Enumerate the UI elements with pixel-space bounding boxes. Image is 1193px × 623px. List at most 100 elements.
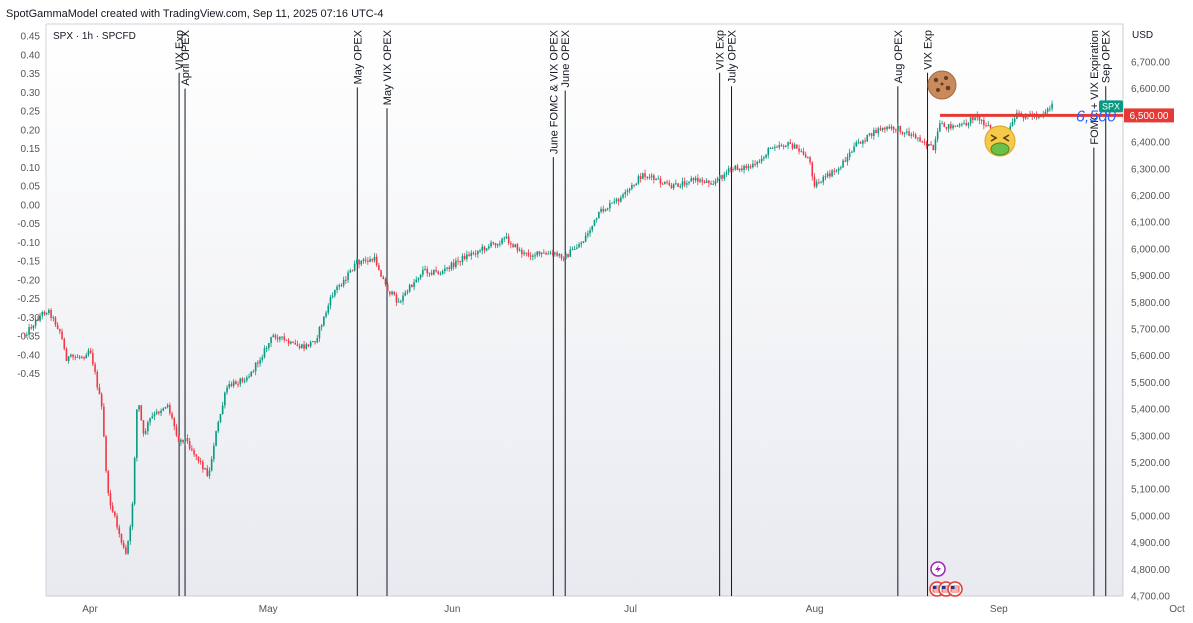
candle-body (171, 413, 173, 419)
candle-body (972, 117, 974, 120)
candle-body (701, 179, 704, 182)
candle-body (690, 178, 693, 182)
candle-body (833, 170, 836, 172)
candle-body (947, 124, 950, 129)
left-tick-label: -0.10 (17, 238, 40, 249)
candle-body (105, 436, 107, 472)
candle-body (510, 243, 512, 245)
candle-body (804, 154, 807, 158)
candle-body (512, 244, 514, 248)
candle-body (455, 260, 457, 267)
candle-body (413, 282, 415, 287)
candle-body (754, 163, 756, 165)
candle-body (182, 439, 184, 443)
candle-body (842, 160, 844, 168)
candle-body (888, 126, 891, 129)
event-label: June FOMC & VIX OPEX (548, 29, 560, 154)
candle-body (210, 459, 213, 471)
candle-body (287, 340, 290, 344)
candle-body (415, 279, 418, 283)
candle-body (648, 177, 651, 179)
candle-body (626, 190, 629, 192)
candle-body (604, 209, 607, 212)
candle-body (1009, 126, 1012, 133)
candle-body (734, 165, 737, 170)
candle-body (408, 284, 411, 292)
candle-body (142, 420, 145, 434)
left-tick-label: -0.20 (17, 275, 40, 286)
candle-body (851, 151, 853, 153)
candle-body (901, 132, 904, 134)
candle-body (668, 182, 671, 186)
candle-body (789, 142, 792, 145)
candle-body (338, 285, 341, 287)
candle-body (274, 335, 277, 338)
candle-body (193, 450, 195, 455)
event-label: May OPEX (352, 29, 364, 84)
candle-body (741, 168, 743, 171)
plot-background (46, 24, 1123, 596)
candle-body (435, 269, 437, 272)
candle-body (978, 115, 981, 121)
candle-body (719, 175, 721, 179)
candle-body (595, 218, 598, 220)
lightning-event-icon[interactable] (930, 561, 946, 577)
candle-body (897, 125, 899, 131)
candle-body (818, 182, 820, 184)
candle-body (747, 166, 750, 169)
time-tick-label: Sep (990, 604, 1008, 615)
us-flag-event-icon[interactable] (947, 581, 963, 597)
candle-body (34, 319, 37, 326)
candle-body (433, 269, 435, 275)
candle-body (294, 342, 297, 345)
candle-body (199, 461, 202, 463)
event-label: July OPEX (727, 29, 739, 83)
candle-body (320, 325, 323, 327)
candle-body (853, 146, 855, 152)
candle-body (298, 346, 301, 348)
right-tick-label: 5,300.00 (1131, 431, 1170, 442)
candle-body (72, 354, 74, 357)
event-label: Sep OPEX (1101, 29, 1113, 83)
candle-body (835, 170, 838, 172)
event-label: April OPEX (180, 29, 192, 85)
candle-body (263, 348, 266, 358)
candle-body (56, 324, 59, 330)
left-tick-label: 0.45 (21, 32, 41, 43)
candle-body (598, 211, 600, 219)
candle-body (727, 168, 730, 173)
candle-body (382, 276, 385, 279)
candle-body (921, 141, 924, 143)
left-tick-label: -0.15 (17, 257, 40, 268)
right-tick-label: 5,400.00 (1131, 405, 1170, 416)
event-label: June OPEX (560, 29, 572, 87)
candle-body (89, 350, 92, 353)
left-tick-label: -0.05 (17, 219, 40, 230)
candle-body (571, 249, 574, 251)
candle-body (215, 431, 217, 446)
candle-body (386, 284, 389, 292)
candle-body (437, 271, 440, 274)
symbol-legend[interactable]: SPX · 1h · SPCFD (53, 31, 136, 42)
candle-body (195, 454, 198, 457)
right-tick-label: 6,400.00 (1131, 138, 1170, 149)
candle-body (118, 527, 121, 534)
candle-body (721, 175, 723, 179)
candle-body (116, 515, 118, 528)
left-tick-label: 0.00 (21, 200, 41, 211)
candle-body (600, 208, 602, 212)
price-level-annotation: 6,500 6,500.00 SPX (940, 100, 1174, 125)
candle-body (254, 362, 257, 372)
candle-body (490, 242, 492, 247)
candle-body (276, 337, 279, 340)
candle-body (59, 329, 61, 332)
event-label: May VIX OPEX (382, 29, 394, 105)
candle-body (208, 470, 211, 476)
candle-body (158, 411, 160, 414)
candle-body (318, 326, 321, 339)
candle-body (930, 144, 932, 146)
candle-body (895, 129, 897, 131)
right-tick-label: 5,500.00 (1131, 378, 1170, 389)
candle-body (848, 152, 851, 158)
candle-body (1038, 116, 1040, 118)
